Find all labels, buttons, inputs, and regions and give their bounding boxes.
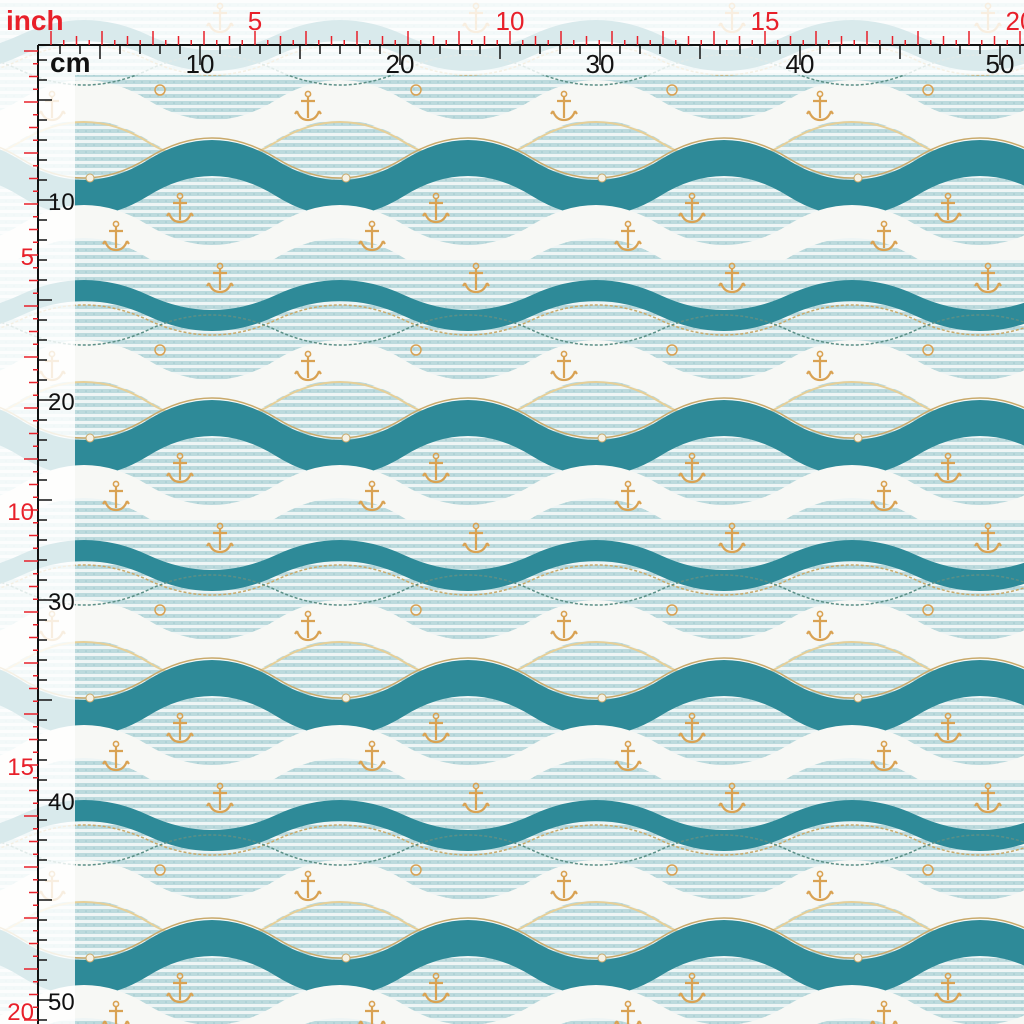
- inch-label: 15: [7, 754, 34, 781]
- inch-unit: inch: [6, 5, 64, 36]
- cm-label: 50: [48, 989, 75, 1016]
- inch-label: 5: [248, 6, 262, 36]
- cm-label: 20: [386, 49, 415, 79]
- top-ruler: [0, 0, 1024, 75]
- cm-label: 10: [48, 189, 75, 216]
- cm-label: 50: [986, 49, 1015, 79]
- cm-label: 10: [186, 49, 215, 79]
- cm-label: 20: [48, 389, 75, 416]
- cm-label: 40: [786, 49, 815, 79]
- cm-label: 30: [48, 589, 75, 616]
- inch-label: 20: [7, 999, 34, 1024]
- inch-label: 15: [751, 6, 780, 36]
- inch-label: 10: [7, 499, 34, 526]
- cm-label: 40: [48, 789, 75, 816]
- inch-label: 5: [21, 244, 34, 271]
- inch-label: 10: [496, 6, 525, 36]
- inch-label: 20: [1006, 6, 1024, 36]
- ruler-ticks: [24, 31, 1021, 1021]
- cm-unit: cm: [50, 47, 90, 78]
- cm-label: 30: [586, 49, 615, 79]
